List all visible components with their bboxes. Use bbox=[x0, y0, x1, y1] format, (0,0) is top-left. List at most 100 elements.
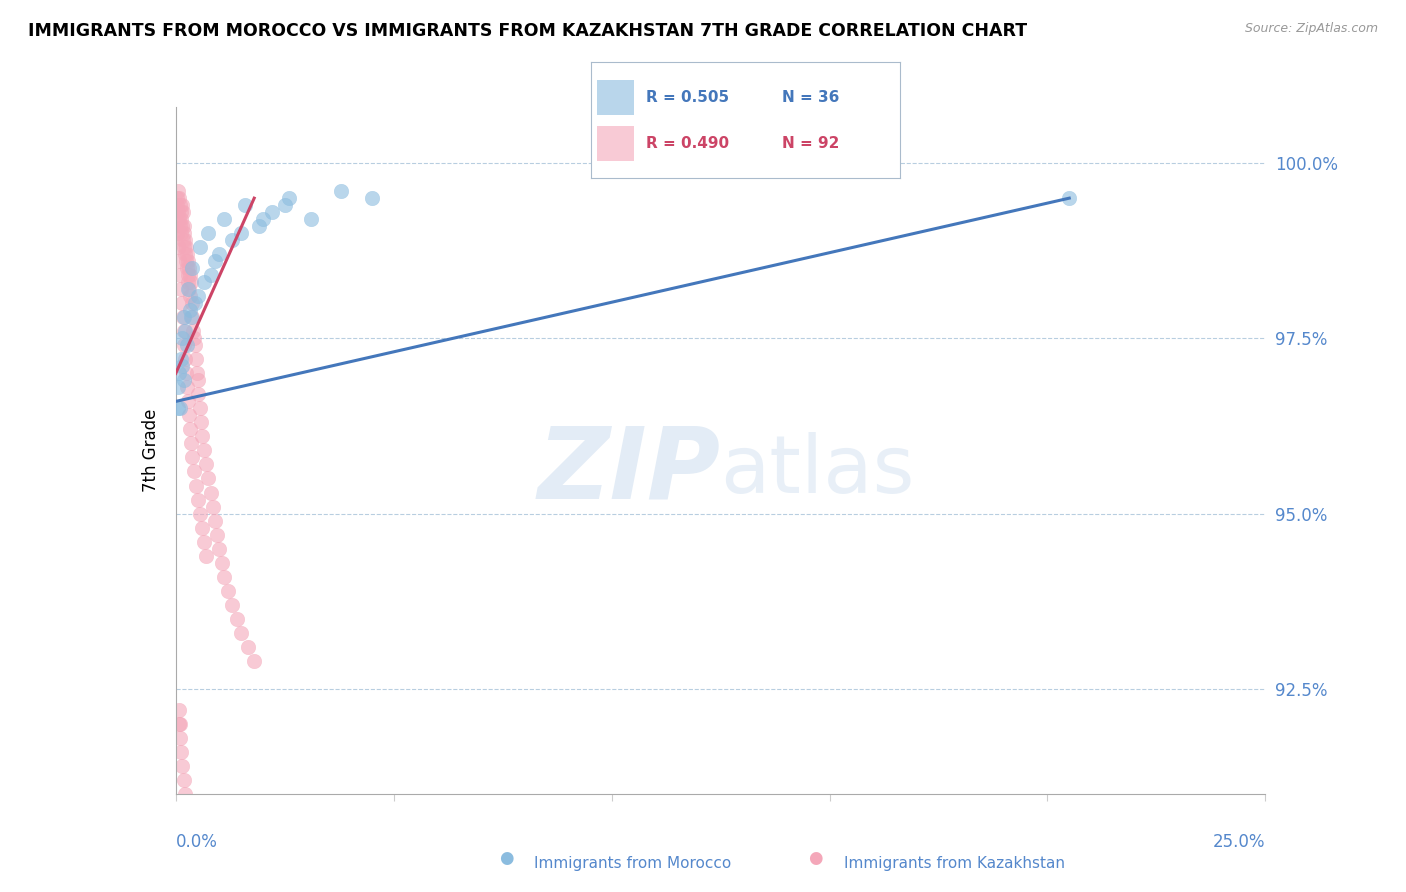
Point bbox=[1059, 191, 1081, 205]
Text: IMMIGRANTS FROM MOROCCO VS IMMIGRANTS FROM KAZAKHSTAN 7TH GRADE CORRELATION CHAR: IMMIGRANTS FROM MOROCCO VS IMMIGRANTS FR… bbox=[28, 22, 1028, 40]
Point bbox=[193, 443, 215, 458]
Point bbox=[169, 219, 191, 234]
Text: 0.0%: 0.0% bbox=[176, 833, 218, 851]
Bar bbox=[596, 79, 634, 114]
Point bbox=[217, 583, 239, 598]
Point bbox=[173, 310, 195, 325]
Point bbox=[180, 436, 202, 450]
Point bbox=[204, 254, 226, 268]
Y-axis label: 7th Grade: 7th Grade bbox=[142, 409, 160, 492]
Point bbox=[173, 324, 195, 338]
Point bbox=[221, 598, 243, 612]
Point bbox=[197, 471, 219, 485]
Point bbox=[167, 703, 190, 717]
Point bbox=[208, 247, 231, 261]
Point bbox=[172, 331, 194, 345]
Text: Immigrants from Kazakhstan: Immigrants from Kazakhstan bbox=[844, 856, 1064, 871]
Point bbox=[179, 303, 201, 318]
Point bbox=[177, 282, 200, 296]
Point bbox=[193, 275, 215, 289]
Point bbox=[184, 338, 207, 352]
Point bbox=[181, 261, 204, 276]
Text: ●: ● bbox=[808, 849, 823, 867]
Point bbox=[191, 520, 214, 534]
Point bbox=[181, 450, 204, 465]
Point bbox=[174, 247, 197, 261]
Point bbox=[191, 429, 214, 443]
Point bbox=[167, 716, 190, 731]
Point bbox=[212, 569, 235, 583]
Point bbox=[172, 759, 194, 773]
Point bbox=[330, 184, 353, 198]
Text: atlas: atlas bbox=[721, 432, 915, 510]
Point bbox=[186, 492, 209, 507]
Point bbox=[170, 282, 193, 296]
Point bbox=[173, 226, 195, 240]
Text: Immigrants from Morocco: Immigrants from Morocco bbox=[534, 856, 731, 871]
Point bbox=[184, 296, 207, 310]
Point bbox=[172, 233, 194, 247]
Point bbox=[181, 310, 204, 325]
Point bbox=[183, 465, 205, 479]
Point bbox=[231, 226, 253, 240]
Point bbox=[212, 212, 235, 227]
Point bbox=[170, 198, 193, 212]
Text: ●: ● bbox=[499, 849, 513, 867]
Point bbox=[173, 240, 195, 254]
Point bbox=[200, 268, 222, 283]
Point bbox=[167, 212, 190, 227]
Point bbox=[195, 549, 218, 563]
Point bbox=[361, 191, 384, 205]
Point bbox=[183, 331, 205, 345]
Point bbox=[177, 254, 200, 268]
Point bbox=[177, 275, 200, 289]
Point bbox=[231, 625, 253, 640]
Point bbox=[188, 240, 211, 254]
Point bbox=[186, 289, 209, 303]
Point bbox=[167, 240, 190, 254]
Point bbox=[170, 296, 193, 310]
Point bbox=[181, 324, 204, 338]
Point bbox=[177, 261, 200, 276]
Point bbox=[167, 367, 190, 381]
Point bbox=[260, 205, 283, 219]
Point bbox=[172, 205, 194, 219]
Point bbox=[169, 401, 191, 416]
Point bbox=[221, 233, 243, 247]
Point bbox=[243, 654, 266, 668]
Point bbox=[173, 772, 195, 787]
Point bbox=[170, 745, 193, 759]
Point bbox=[173, 373, 195, 387]
Text: R = 0.505: R = 0.505 bbox=[647, 90, 730, 104]
Point bbox=[205, 527, 228, 541]
Point bbox=[208, 541, 231, 556]
Point bbox=[188, 507, 211, 521]
Point bbox=[179, 422, 201, 436]
Point bbox=[169, 268, 191, 283]
Point bbox=[174, 233, 197, 247]
Point bbox=[169, 205, 191, 219]
Point bbox=[236, 640, 259, 654]
Point bbox=[201, 500, 224, 514]
Point bbox=[172, 219, 194, 234]
Point bbox=[170, 359, 193, 374]
Point bbox=[186, 367, 208, 381]
Point bbox=[274, 198, 297, 212]
Point bbox=[177, 394, 200, 409]
Point bbox=[170, 226, 193, 240]
Point bbox=[176, 261, 198, 276]
Point bbox=[176, 338, 198, 352]
Point bbox=[184, 352, 207, 367]
Point bbox=[167, 191, 190, 205]
Point bbox=[166, 191, 188, 205]
Point bbox=[166, 226, 188, 240]
Point bbox=[174, 254, 197, 268]
Point bbox=[247, 219, 270, 234]
Point bbox=[195, 458, 218, 472]
Text: R = 0.490: R = 0.490 bbox=[647, 136, 730, 151]
Point bbox=[197, 226, 219, 240]
Bar bbox=[596, 126, 634, 161]
Point bbox=[172, 310, 194, 325]
Point bbox=[235, 198, 257, 212]
Point bbox=[167, 401, 190, 416]
